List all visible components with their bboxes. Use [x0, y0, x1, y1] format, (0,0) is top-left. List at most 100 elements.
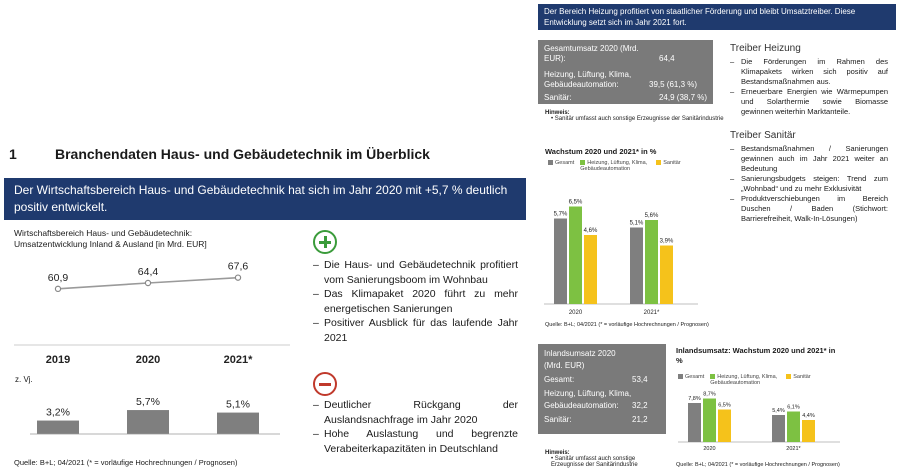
domestic-box-row: Heizung, Lüftung, Klima, Gebäudeautomati…: [544, 388, 660, 412]
bar: [703, 398, 716, 442]
bar-value-label: 4,4%: [802, 413, 815, 419]
total-box-row: Heizung, Lüftung, Klima, Gebäudeautomati…: [544, 70, 707, 90]
legend-swatch: [710, 374, 716, 380]
revenue-point: [144, 279, 152, 287]
minus-circle-icon: [313, 372, 337, 396]
total-revenue-box: Gesamtumsatz 2020 (Mrd. EUR): 64,4 Heizung…: [538, 40, 713, 104]
legend-label: Heizung, Lüftung, Klima, Gebäudeautomati…: [580, 160, 648, 172]
change-bar-layer: 3,2% 5,7% 5,1%: [37, 396, 259, 434]
legend-item: Sanitär: [786, 374, 811, 380]
heizung-list: Die Förderungen im Rahmen des Klimapaket…: [730, 57, 888, 117]
total-box-value: 39,5 (61,3 %): [649, 80, 698, 89]
domestic-note: Hinweis: • Sanitär umfasst auch sonstige…: [545, 450, 665, 468]
change-label: z. Vj.: [15, 375, 33, 384]
category-tick-label: 2021*: [786, 446, 801, 452]
domestic-box-value: 53,4: [632, 375, 648, 384]
legend-swatch: [786, 374, 792, 380]
growth-chart-title: Wachstum 2020 und 2021* in %: [545, 147, 657, 156]
domestic-chart-title: Inlandsumsatz: Wachstum 2020 und 2021* i…: [676, 346, 836, 365]
bar: [630, 227, 643, 304]
sanitaer-item: Sanierungsbudgets steigen: Trend zum „Wo…: [730, 174, 888, 194]
total-box-row: Sanitär: 24,9 (38,7 %): [544, 93, 707, 103]
bar: [569, 206, 582, 304]
bar-value-label: 7,8%: [688, 396, 701, 402]
cons-list: Deutlicher Rückgang der Auslandsnachfrag…: [313, 398, 518, 456]
domestic-bar-chart: 7,8%8,7%6,5% 2020 5,4%6,1%4,4% 2021*: [678, 392, 840, 452]
year-tick-label: 2020: [136, 354, 160, 366]
sanitaer-item: Produktverschiebungen im Bereich Duschen…: [730, 194, 888, 224]
growth-chart-legend: Gesamt Heizung, Lüftung, Klima, Gebäudeau…: [548, 160, 698, 172]
bar-value-label: 6,5%: [569, 200, 583, 206]
plus-circle-icon: [313, 230, 337, 254]
bar-value-label: 4,6%: [584, 228, 598, 234]
pros-list: Die Haus- und Gebäudetechnik profitiert …: [313, 258, 518, 345]
headline-text-left: Der Wirtschaftsbereich Haus- und Gebäude…: [14, 183, 508, 214]
category-tick-label: 2021*: [644, 310, 660, 316]
sanitaer-list: Bestandsmaßnahmen / Sanierungen gewinnen…: [730, 144, 888, 224]
legend-item: Heizung, Lüftung, Klima, Gebäudeautomati…: [580, 160, 650, 172]
legend-swatch: [548, 160, 553, 166]
left-chart-title: Wirtschaftsbereich Haus- und Gebäudetech…: [14, 228, 207, 249]
bar-value-label: 5,6%: [645, 213, 659, 219]
year-tick-label: 2019: [46, 354, 70, 366]
sanitaer-item: Bestandsmaßnahmen / Sanierungen gewinnen…: [730, 144, 888, 174]
total-note-text: • Sanitär umfasst auch sonstige Erzeugni…: [551, 116, 724, 122]
domestic-note-title: Hinweis:: [545, 450, 570, 456]
category-tick-label: 2020: [703, 446, 715, 452]
growth-bar-chart: 5,7%6,5% 4,6% 2020 5,1%5,6% 3,9% 2021*: [544, 200, 698, 316]
bar-value-label: 5,1%: [630, 221, 644, 227]
bar: [645, 220, 658, 304]
revenue-point: [54, 285, 62, 293]
domestic-box-label: Gesamt:: [544, 375, 575, 384]
revenue-label: 67,6: [228, 261, 249, 273]
bar: [554, 218, 567, 304]
change-bar-label: 3,2%: [46, 407, 70, 419]
section-title: Branchendaten Haus- und Gebäudetechnik i…: [55, 146, 430, 162]
revenue-label: 64,4: [138, 266, 159, 278]
domestic-box-title: Inlandsumsatz 2020 (Mrd. EUR): [544, 349, 616, 370]
bar: [718, 409, 731, 442]
cons-item: Hohe Auslastung und begrenzte Verabeiter…: [313, 427, 518, 456]
domestic-chart-legend: Gesamt Heizung, Lüftung, Klima, Gebäudeau…: [678, 374, 843, 386]
legend-label: Sanitär: [663, 160, 681, 166]
total-box-label: Heizung, Lüftung, Klima, Gebäudeautomati…: [544, 70, 632, 89]
domestic-box-value: 32,2: [632, 401, 648, 410]
cons-item: Deutlicher Rückgang der Auslandsnachfrag…: [313, 398, 518, 427]
legend-item: Sanitär: [656, 160, 681, 166]
heizung-item: Die Förderungen im Rahmen des Klimapaket…: [730, 57, 888, 87]
headline-text-right: Der Bereich Heizung profitiert von staat…: [544, 7, 856, 27]
total-box-value: 24,9 (38,7 %): [658, 93, 708, 102]
bar: [772, 415, 785, 442]
total-box-value: 64,4: [659, 54, 675, 63]
legend-item: Heizung, Lüftung, Klima, Gebäudeautomati…: [710, 374, 780, 386]
bar-value-label: 6,1%: [787, 405, 800, 411]
bar-value-label: 8,7%: [703, 392, 716, 398]
domestic-note-text: • Sanitär umfasst auch sonstige Erzeugni…: [551, 456, 638, 468]
legend-label: Heizung, Lüftung, Klima, Gebäudeautomati…: [710, 374, 778, 386]
bar-value-label: 3,9%: [660, 239, 674, 245]
legend-label: Gesamt: [685, 374, 705, 380]
domestic-note-text-value: Sanitär umfasst auch sonstige Erzeugniss…: [551, 456, 638, 468]
line-layer: 60,9 2019 64,4 2020 67,6 2021*: [46, 261, 253, 366]
bar: [802, 420, 815, 442]
left-chart-source: Quelle: B+L; 04/2021 (* = vorläufige Hoc…: [14, 458, 238, 467]
heizung-item: Erneuerbare Energien wie Wärmepumpen und…: [730, 87, 888, 117]
change-bar: [127, 410, 169, 434]
total-box-label: Gesamtumsatz 2020 (Mrd. EUR):: [544, 44, 639, 63]
legend-swatch: [656, 160, 662, 166]
bar: [787, 411, 800, 442]
legend-swatch: [580, 160, 586, 166]
domestic-box-row: Sanitär: 21,2: [544, 414, 660, 426]
revenue-label: 60,9: [48, 272, 69, 284]
total-note: Hinweis: • Sanitär umfasst auch sonstige…: [545, 110, 724, 122]
domestic-box-value: 21,2: [632, 415, 648, 424]
bar: [584, 235, 597, 304]
bar: [660, 245, 673, 304]
sanitaer-title: Treiber Sanitär: [730, 130, 796, 141]
change-bar-label: 5,1%: [226, 399, 250, 411]
legend-label: Sanitär: [793, 374, 811, 380]
domestic-box-row: Gesamt: 53,4: [544, 374, 660, 386]
pros-item: Die Haus- und Gebäudetechnik profitiert …: [313, 258, 518, 287]
domestic-box-label: Heizung, Lüftung, Klima, Gebäudeautomati…: [544, 389, 632, 410]
pros-item: Das Klimapaket 2020 führt zu mehr energe…: [313, 287, 518, 316]
